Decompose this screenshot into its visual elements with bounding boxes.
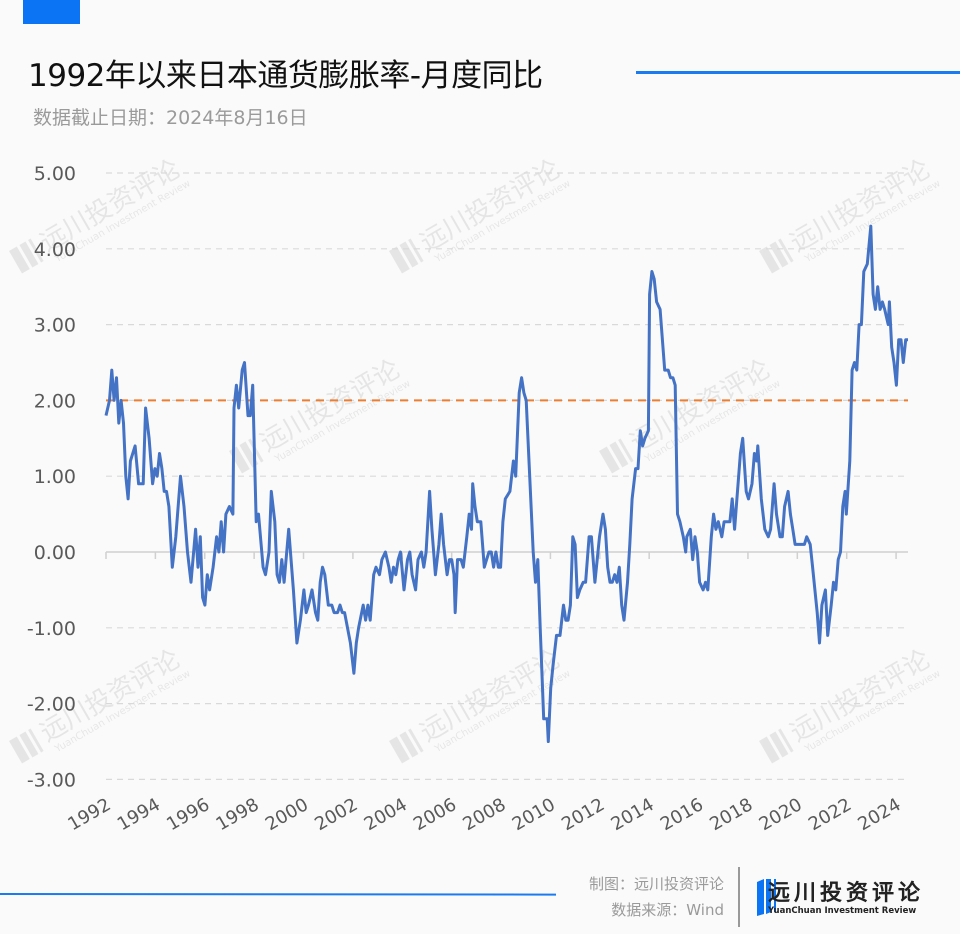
x-tick-label: 2004 bbox=[361, 794, 411, 835]
data-cutoff-date: 数据截止日期：2024年8月16日 bbox=[33, 107, 308, 129]
x-tick-label: 2002 bbox=[311, 794, 361, 835]
svg-text:远川投资评论: 远川投资评论 bbox=[785, 644, 935, 748]
chart-credit: 制图：远川投资评论 bbox=[588, 875, 724, 893]
x-tick-label: 2000 bbox=[262, 794, 312, 835]
x-tick-label: 2014 bbox=[608, 794, 658, 835]
x-tick-label: 1994 bbox=[114, 794, 164, 835]
brand-name-en: YuanChuan Investment Review bbox=[768, 906, 917, 916]
y-tick-label: -2.00 bbox=[27, 694, 76, 716]
x-tick-label: 2018 bbox=[706, 794, 756, 835]
x-tick-label: 2010 bbox=[509, 794, 559, 835]
title-divider bbox=[636, 71, 960, 74]
x-tick-label: 1998 bbox=[212, 794, 262, 835]
gridlines bbox=[106, 172, 908, 781]
brand-tab-marker bbox=[23, 0, 80, 24]
data-source: 数据来源：Wind bbox=[611, 901, 724, 919]
brand-logo-icon bbox=[757, 879, 776, 916]
x-tick-label: 2012 bbox=[558, 794, 608, 835]
svg-text:远川投资评论: 远川投资评论 bbox=[415, 154, 565, 258]
footer-separator bbox=[738, 867, 740, 927]
y-tick-label: 3.00 bbox=[34, 315, 76, 337]
x-tick-label: 1992 bbox=[64, 794, 114, 835]
x-tick-label: 2016 bbox=[657, 794, 707, 835]
svg-text:远川投资评论: 远川投资评论 bbox=[785, 154, 935, 258]
x-tick-label: 2022 bbox=[805, 794, 855, 835]
y-axis-labels: 5.00 4.00 3.00 2.00 1.00 0.00 -1.00 -2.00 -3.00 bbox=[27, 163, 76, 791]
y-tick-label: 0.00 bbox=[34, 542, 76, 564]
y-tick-label: -1.00 bbox=[27, 618, 76, 640]
y-tick-label: 5.00 bbox=[34, 163, 76, 185]
y-tick-label: 2.00 bbox=[34, 390, 76, 412]
y-tick-label: 1.00 bbox=[34, 466, 76, 488]
y-tick-label: 4.00 bbox=[34, 239, 76, 261]
y-tick-label: -3.00 bbox=[27, 769, 76, 791]
x-tick-label: 2024 bbox=[854, 794, 904, 835]
x-tick-label: 2006 bbox=[410, 794, 460, 835]
chart-title: 1992年以来日本通货膨胀率-月度同比 bbox=[28, 58, 543, 94]
x-tick-label: 2008 bbox=[459, 794, 509, 835]
x-tick-label: 1996 bbox=[163, 794, 213, 835]
brand-name-cn: 远川投资评论 bbox=[768, 881, 925, 906]
x-tick-label: 2020 bbox=[756, 794, 806, 835]
cpi-series-line bbox=[104, 224, 908, 743]
svg-text:远川投资评论: 远川投资评论 bbox=[255, 354, 405, 458]
